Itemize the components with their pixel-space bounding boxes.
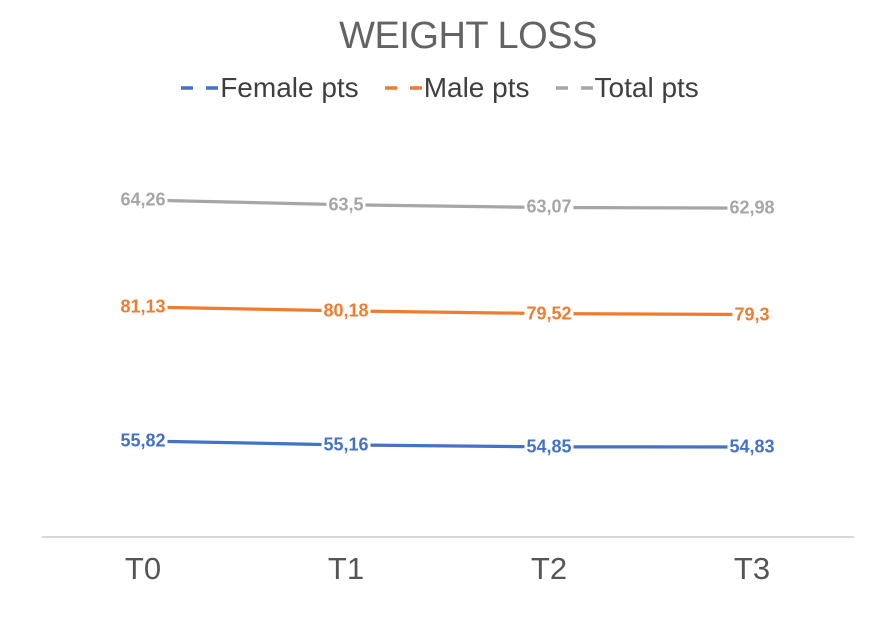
legend-label-male: Male pts [423,72,530,103]
legend-label-female: Female pts [220,72,359,103]
data-label-male-pts-t2: 79,52 [524,303,574,324]
series-line-male-pts [141,305,754,317]
chart-title: WEIGHT LOSS [339,15,597,57]
x-axis-label-t0: T0 [124,551,162,586]
data-label-total-pts-t2: 63,07 [524,197,574,218]
legend-label-total: Total pts [594,72,699,103]
series-line-total-pts [141,198,754,210]
legend-item-female-pts: Female pts [181,72,359,104]
legend-dash-marker-total [555,86,594,90]
data-label-total-pts-t1: 63,5 [326,194,366,216]
x-axis-label-t3: T3 [733,551,771,586]
data-label-male-pts-t1: 80,18 [321,300,371,322]
x-axis-label-t1: T1 [327,551,365,586]
data-label-female-pts-t1: 55,16 [321,434,371,456]
legend-dash-marker-male [384,86,423,90]
data-label-female-pts-t2: 54,85 [524,436,574,458]
data-label-total-pts-t0: 64,26 [118,189,168,211]
legend-dash-marker-female [181,86,220,90]
x-axis-label-t2: T2 [530,551,568,586]
legend-item-total-pts: Total pts [555,72,699,104]
legend: Female pts Male pts Total pts [0,72,880,104]
legend-item-male-pts: Male pts [384,72,530,104]
data-label-female-pts-t3: 54,83 [727,436,777,458]
data-label-total-pts-t3: 62,98 [727,197,777,219]
data-label-female-pts-t0: 55,82 [118,430,168,452]
data-label-male-pts-t3: 79,3 [732,304,772,325]
series-line-female-pts [141,439,754,449]
data-label-male-pts-t0: 81,13 [118,296,168,318]
